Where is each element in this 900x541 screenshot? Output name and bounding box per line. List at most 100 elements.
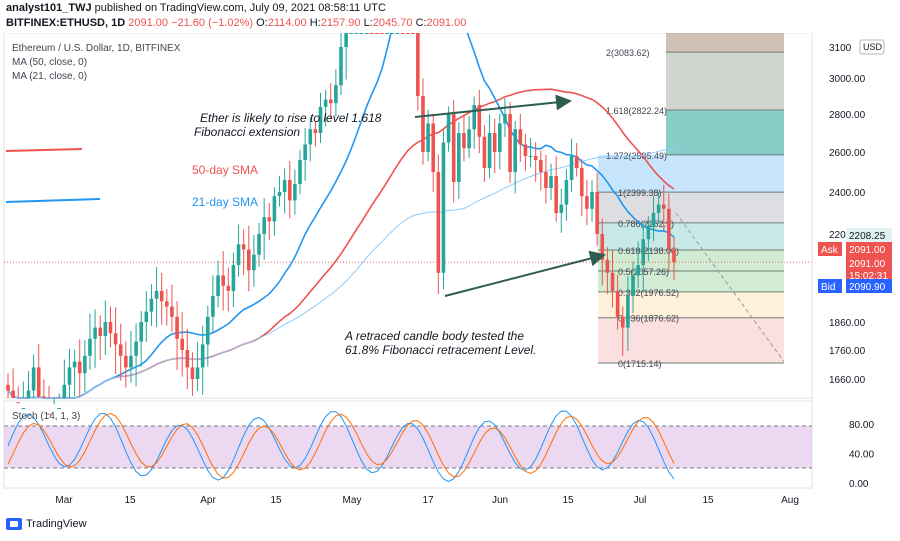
- candle-body: [559, 204, 564, 213]
- candle-body: [93, 327, 97, 339]
- candle-body: [390, 33, 395, 34]
- candle-body: [380, 33, 384, 34]
- candle-body: [236, 244, 241, 266]
- ohlc-line: BITFINEX:ETHUSD, 1D 2091.00 −21.60 (−1.0…: [6, 17, 900, 30]
- candle-body: [487, 133, 492, 168]
- candle-body: [216, 275, 220, 297]
- tag-last-value: 2091.00: [849, 259, 886, 270]
- candle-body: [67, 367, 72, 385]
- stoch-tick-label: 40.00: [849, 449, 874, 460]
- x-tick-label: Aug: [781, 495, 799, 506]
- stoch-tick-label: 80.00: [849, 420, 874, 431]
- annotation-retrace: A retraced candle body tested the: [344, 329, 524, 343]
- candle-body: [508, 114, 512, 172]
- tag-bid-label: Bid: [821, 282, 835, 293]
- high-value: 2157.90: [320, 17, 361, 29]
- y-tick-label: 2400.00: [829, 188, 866, 199]
- candle-body: [482, 136, 487, 168]
- candle-body: [308, 129, 313, 145]
- candle-body: [631, 275, 635, 297]
- candle-body: [334, 85, 338, 104]
- author-name[interactable]: analyst101_TWJ: [6, 2, 92, 14]
- candle-body: [124, 355, 128, 368]
- candle-body: [395, 33, 400, 34]
- candle-body: [293, 184, 297, 201]
- candle-body: [175, 316, 179, 339]
- annotation-fib-ext-2: Fibonacci extension: [194, 125, 300, 139]
- stoch-band: [4, 426, 812, 468]
- candle-body: [26, 390, 31, 398]
- fib-zone: [598, 192, 784, 223]
- candle-body: [134, 341, 138, 356]
- candle-body: [298, 160, 302, 184]
- candle-body: [467, 129, 471, 149]
- brand-name: TradingView: [26, 518, 87, 530]
- candle-body: [246, 249, 251, 271]
- chart-area[interactable]: 0(1715.14) 0.236(1876.62) 0.382(1976.52) 0.…: [0, 33, 900, 509]
- x-tick-label: May: [343, 495, 362, 506]
- ma21-line: [7, 33, 675, 399]
- candle-body: [405, 33, 410, 34]
- fib-label: 2(3083.62): [606, 48, 650, 58]
- fib-zone: [598, 317, 784, 364]
- candle-body: [139, 322, 143, 342]
- candle-body: [36, 367, 41, 397]
- fib-label: 0.786(2252.9): [618, 219, 674, 229]
- candle-body: [544, 172, 548, 188]
- y-tick-label: 3000.00: [829, 74, 866, 85]
- candle-body: [615, 290, 620, 317]
- price-change: −21.60 (−1.02%): [171, 17, 254, 29]
- candle-body: [83, 355, 87, 374]
- candle-body: [303, 144, 307, 160]
- candle-body: [72, 361, 77, 368]
- tag-ask-label: Ask: [821, 245, 839, 256]
- candle-body: [180, 338, 184, 350]
- candle-body: [636, 265, 640, 276]
- candle-body: [272, 196, 277, 222]
- high-label: H:: [309, 17, 321, 29]
- candle-body: [47, 413, 51, 415]
- candle-body: [574, 156, 579, 168]
- candle-body: [549, 176, 553, 188]
- candle-body: [451, 114, 456, 182]
- tag-bid-label-bg: [818, 279, 842, 293]
- candle-body: [364, 33, 369, 34]
- fib-zone: [598, 270, 784, 292]
- y-tick-label: 2800.00: [829, 110, 866, 121]
- candle-body: [626, 296, 630, 328]
- x-tick-label: Mar: [55, 495, 73, 506]
- ma21-key-line: [5, 198, 101, 203]
- sma21-label: 21-day SMA: [192, 195, 258, 209]
- candle-body: [170, 306, 174, 317]
- candle-body: [129, 355, 133, 368]
- candle-body: [149, 298, 154, 312]
- candle-body: [231, 265, 236, 291]
- fib-label: 1(2399.38): [618, 188, 662, 198]
- candle-body: [21, 408, 26, 409]
- candle-body: [605, 259, 610, 273]
- candle-body: [16, 402, 21, 404]
- candle-body: [221, 275, 225, 286]
- candle-body: [349, 33, 354, 34]
- candle-body: [472, 105, 476, 130]
- candle-body: [159, 290, 164, 302]
- fib-label: 0.236(1876.62): [618, 314, 679, 324]
- tradingview-logo[interactable]: TradingView: [6, 518, 87, 530]
- candle-body: [646, 225, 651, 240]
- tag-2208-value: 2208.25: [849, 231, 886, 242]
- candle-body: [503, 114, 507, 124]
- candle-body: [579, 168, 584, 197]
- candle-body: [118, 344, 123, 356]
- publish-line: analyst101_TWJ published on TradingView.…: [6, 2, 900, 15]
- stoch-k-line: [7, 410, 675, 482]
- candle-body: [77, 361, 82, 374]
- candle-body: [339, 47, 343, 86]
- candle-body: [144, 311, 149, 322]
- candle-body: [282, 180, 287, 192]
- candle-body: [344, 33, 348, 47]
- candle-body: [190, 367, 195, 379]
- candle-body: [595, 192, 599, 234]
- y-tick-label: 1760.00: [829, 346, 866, 357]
- published-text: published on TradingView.com, July 09, 2…: [94, 2, 386, 14]
- legend-ma50: MA (50, close, 0): [12, 57, 88, 68]
